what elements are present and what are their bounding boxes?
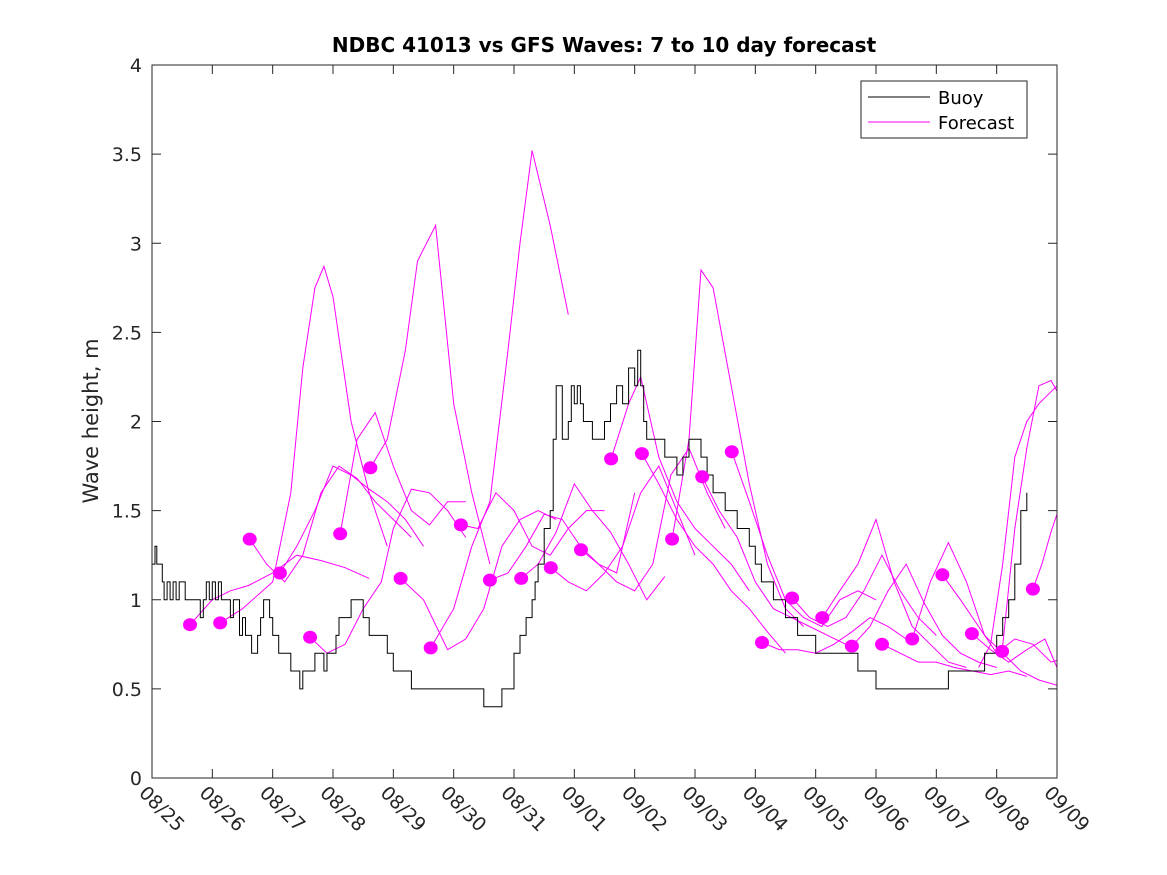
forecast-line-8 — [430, 150, 569, 649]
forecast-line-7 — [400, 510, 557, 651]
forecast-line-6 — [369, 223, 491, 565]
forecast-start-marker — [333, 527, 348, 541]
forecast-line-28 — [978, 385, 1057, 668]
y-tick-label: 3 — [130, 233, 142, 255]
forecast-line-19 — [761, 617, 907, 654]
forecast-line-9 — [460, 491, 605, 556]
forecast-line-29 — [1032, 514, 1057, 590]
buoy-line — [152, 349, 1028, 708]
forecast-start-marker — [183, 618, 197, 632]
legend-box — [860, 80, 1028, 139]
forecast-start-marker — [665, 532, 680, 546]
y-tick-label: 0.5 — [112, 679, 142, 701]
forecast-line-5 — [339, 411, 466, 534]
legend: Buoy Forecast — [860, 80, 1028, 139]
forecast-start-marker — [815, 611, 830, 625]
y-tick-label: 3.5 — [112, 144, 142, 166]
forecast-line-20 — [791, 554, 937, 636]
forecast-line-18 — [731, 451, 877, 628]
forecast-start-marker — [875, 637, 889, 651]
forecast-start-marker — [514, 571, 529, 585]
series-group — [152, 150, 1057, 708]
forecast-start-marker — [423, 641, 438, 655]
plot-area — [152, 150, 1057, 708]
y-tick-label: 2 — [130, 412, 142, 434]
y-tick-label: 1 — [130, 590, 142, 612]
y-tick-label: 4 — [130, 55, 142, 77]
forecast-start-marker — [574, 543, 588, 557]
forecast-line-17 — [701, 476, 847, 645]
legend-label-buoy: Buoy — [938, 88, 984, 109]
forecast-line-22 — [851, 563, 997, 668]
legend-label-forecast: Forecast — [938, 113, 1014, 134]
forecast-start-marker — [363, 461, 378, 475]
forecast-start-marker — [634, 447, 649, 461]
forecast-start-marker — [242, 532, 257, 546]
forecast-start-marker — [724, 445, 739, 459]
forecast-start-marker — [785, 591, 800, 605]
y-tick-label: 2.5 — [112, 322, 142, 344]
forecast-start-marker — [695, 470, 710, 484]
forecast-start-marker — [482, 573, 497, 587]
y-tick-label: 1.5 — [112, 501, 142, 523]
forecast-start-marker — [755, 636, 769, 649]
forecast-start-marker — [543, 561, 558, 575]
y-axis-label: Wave height, m — [79, 338, 103, 503]
forecast-line-23 — [881, 643, 1027, 677]
forecast-line-10 — [489, 492, 636, 581]
forecast-start-marker — [844, 639, 859, 653]
forecast-line-1 — [219, 264, 388, 624]
forecast-start-marker — [303, 630, 318, 644]
forecast-line-14 — [610, 375, 750, 592]
forecast-start-marker — [905, 632, 920, 646]
forecast-start-marker — [393, 571, 408, 585]
forecast-start-marker — [995, 644, 1010, 658]
forecast-line-15 — [641, 453, 786, 654]
forecast-line-12 — [550, 465, 696, 592]
forecast-start-marker — [935, 568, 950, 582]
forecast-line-16 — [671, 268, 804, 627]
forecast-start-marker — [1025, 582, 1040, 596]
forecast-start-marker — [213, 616, 228, 630]
forecast-start-marker — [272, 566, 287, 580]
forecast-start-marker — [964, 627, 979, 641]
forecast-line-26 — [971, 633, 1057, 668]
y-tick-label: 0 — [130, 768, 142, 790]
forecast-line-27 — [1001, 379, 1057, 652]
forecast-start-marker — [604, 452, 619, 466]
chart-title: NDBC 41013 vs GFS Waves: 7 to 10 day for… — [332, 33, 877, 57]
forecast-start-marker — [453, 518, 468, 532]
